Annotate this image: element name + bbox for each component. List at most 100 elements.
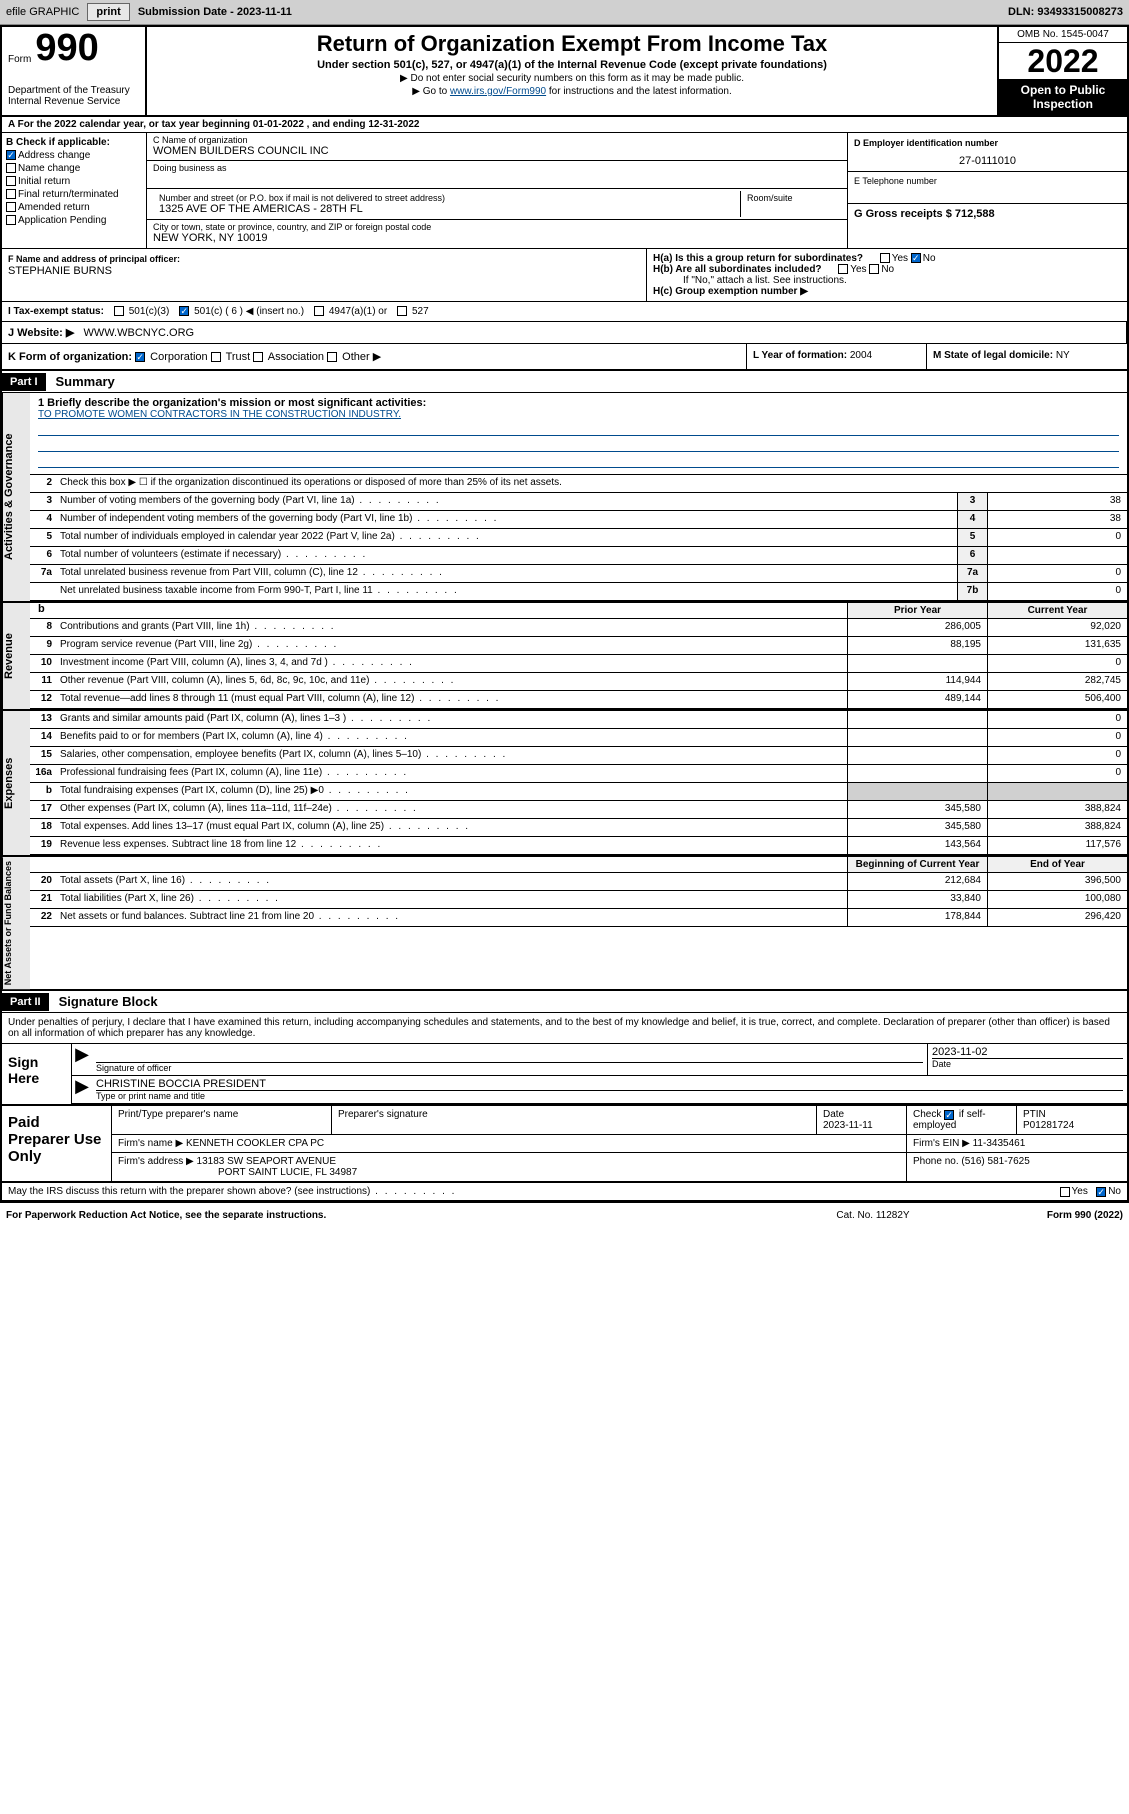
summary-line: b Total fundraising expenses (Part IX, c… <box>30 783 1127 801</box>
org-name: WOMEN BUILDERS COUNCIL INC <box>153 145 841 157</box>
summary-line: 13 Grants and similar amounts paid (Part… <box>30 711 1127 729</box>
tax-year: 2022 <box>999 43 1127 79</box>
discuss-row: May the IRS discuss this return with the… <box>2 1183 1127 1201</box>
cb-527[interactable] <box>397 306 407 316</box>
arrow-icon: ▶ <box>72 1076 92 1103</box>
header-right: OMB No. 1545-0047 2022 Open to Public In… <box>997 27 1127 115</box>
cb-self-employed[interactable] <box>944 1110 954 1120</box>
summary-line: 22 Net assets or fund balances. Subtract… <box>30 909 1127 927</box>
summary-line: Net unrelated business taxable income fr… <box>30 583 1127 601</box>
ptin: P01281724 <box>1023 1120 1074 1131</box>
gross-receipts: G Gross receipts $ 712,588 <box>854 208 995 220</box>
officer-print-name: CHRISTINE BOCCIA PRESIDENT <box>96 1078 1123 1090</box>
form-header: Form 990 Department of the Treasury Inte… <box>2 27 1127 117</box>
website: WWW.WBCNYC.ORG <box>84 327 195 339</box>
cb-ha-no[interactable] <box>911 253 921 263</box>
cb-501c3[interactable] <box>114 306 124 316</box>
summary-line: 20 Total assets (Part X, line 16) 212,68… <box>30 873 1127 891</box>
col-end: End of Year <box>987 857 1127 872</box>
cb-assoc[interactable] <box>253 352 263 362</box>
expenses-section: Expenses 13 Grants and similar amounts p… <box>2 711 1127 857</box>
penalty-text: Under penalties of perjury, I declare th… <box>2 1013 1127 1044</box>
cb-hb-no[interactable] <box>869 264 879 274</box>
form-990: Form 990 Department of the Treasury Inte… <box>0 25 1129 1203</box>
cb-app-pending[interactable] <box>6 215 16 225</box>
form-subtitle: Under section 501(c), 527, or 4947(a)(1)… <box>155 59 989 71</box>
sign-date: 2023-11-02 <box>932 1046 1123 1058</box>
cb-initial-return[interactable] <box>6 176 16 186</box>
netassets-section: Net Assets or Fund Balances Beginning of… <box>2 857 1127 991</box>
cb-ha-yes[interactable] <box>880 253 890 263</box>
state-domicile: NY <box>1056 350 1070 361</box>
cb-501c[interactable] <box>179 306 189 316</box>
header-left: Form 990 Department of the Treasury Inte… <box>2 27 147 115</box>
firm-ein: 11-3435461 <box>973 1138 1026 1149</box>
part-1-header: Part I Summary <box>2 371 1127 393</box>
arrow-icon: ▶ <box>72 1044 92 1075</box>
cb-4947[interactable] <box>314 306 324 316</box>
k-row: K Form of organization: Corporation Trus… <box>2 344 1127 371</box>
prep-date: 2023-11-11 <box>823 1120 873 1131</box>
summary-line: 6 Total number of volunteers (estimate i… <box>30 547 1127 565</box>
section-h: H(a) Is this a group return for subordin… <box>647 249 1127 301</box>
side-governance: Activities & Governance <box>2 393 30 601</box>
footer: For Paperwork Reduction Act Notice, see … <box>0 1207 1129 1224</box>
summary-line: 5 Total number of individuals employed i… <box>30 529 1127 547</box>
street: 1325 AVE OF THE AMERICAS - 28TH FL <box>159 203 734 215</box>
cb-corp[interactable] <box>135 352 145 362</box>
tax-exempt-row: I Tax-exempt status: 501(c)(3) 501(c) ( … <box>2 302 1127 322</box>
irs-label: Internal Revenue Service <box>8 96 139 107</box>
cb-discuss-yes[interactable] <box>1060 1187 1070 1197</box>
cb-discuss-no[interactable] <box>1096 1187 1106 1197</box>
section-c: C Name of organization WOMEN BUILDERS CO… <box>147 133 847 248</box>
header-mid: Return of Organization Exempt From Incom… <box>147 27 997 115</box>
submission-date: Submission Date - 2023-11-11 <box>138 6 292 18</box>
form-ref: Form 990 (2022) <box>973 1210 1123 1221</box>
summary-line: 8 Contributions and grants (Part VIII, l… <box>30 619 1127 637</box>
year-formation: 2004 <box>850 350 872 361</box>
summary-line: 4 Number of independent voting members o… <box>30 511 1127 529</box>
omb-number: OMB No. 1545-0047 <box>999 27 1127 43</box>
part-2-header: Part II Signature Block <box>2 991 1127 1013</box>
col-begin: Beginning of Current Year <box>847 857 987 872</box>
mission-block: 1 Briefly describe the organization's mi… <box>30 393 1127 475</box>
form-word: Form <box>8 54 31 65</box>
officer-name: STEPHANIE BURNS <box>8 265 112 277</box>
cb-amended[interactable] <box>6 202 16 212</box>
firm-addr2: PORT SAINT LUCIE, FL 34987 <box>118 1167 357 1178</box>
city: NEW YORK, NY 10019 <box>153 232 841 244</box>
summary-line: 17 Other expenses (Part IX, column (A), … <box>30 801 1127 819</box>
efile-label: efile GRAPHIC <box>6 6 79 18</box>
summary-line: 18 Total expenses. Add lines 13–17 (must… <box>30 819 1127 837</box>
governance-section: Activities & Governance 1 Briefly descri… <box>2 393 1127 603</box>
cb-address-change[interactable] <box>6 150 16 160</box>
summary-line: 9 Program service revenue (Part VIII, li… <box>30 637 1127 655</box>
side-expenses: Expenses <box>2 711 30 855</box>
summary-line: 21 Total liabilities (Part X, line 26) 3… <box>30 891 1127 909</box>
irs-link[interactable]: www.irs.gov/Form990 <box>450 86 546 97</box>
summary-line: 3 Number of voting members of the govern… <box>30 493 1127 511</box>
firm-phone: (516) 581-7625 <box>961 1156 1029 1167</box>
form-title: Return of Organization Exempt From Incom… <box>155 31 989 57</box>
website-row: J Website: ▶ WWW.WBCNYC.ORG <box>2 322 1127 344</box>
mission-text: TO PROMOTE WOMEN CONTRACTORS IN THE CONS… <box>38 409 1119 420</box>
cb-other[interactable] <box>327 352 337 362</box>
goto-note: ▶ Go to www.irs.gov/Form990 for instruct… <box>155 86 989 97</box>
col-current: Current Year <box>987 603 1127 618</box>
cb-hb-yes[interactable] <box>838 264 848 274</box>
dept-label: Department of the Treasury <box>8 85 139 96</box>
print-button[interactable]: print <box>87 3 129 21</box>
cb-trust[interactable] <box>211 352 221 362</box>
summary-line: 7a Total unrelated business revenue from… <box>30 565 1127 583</box>
summary-line: 12 Total revenue—add lines 8 through 11 … <box>30 691 1127 709</box>
revenue-section: Revenue b Prior Year Current Year 8 Cont… <box>2 603 1127 711</box>
summary-line: 16a Professional fundraising fees (Part … <box>30 765 1127 783</box>
summary-line: 19 Revenue less expenses. Subtract line … <box>30 837 1127 855</box>
inspection-label: Open to Public Inspection <box>999 79 1127 115</box>
ein: 27-0111010 <box>854 155 1121 167</box>
cb-name-change[interactable] <box>6 163 16 173</box>
section-b: B Check if applicable: Address change Na… <box>2 133 147 248</box>
cb-final-return[interactable] <box>6 189 16 199</box>
col-prior: Prior Year <box>847 603 987 618</box>
dln: DLN: 93493315008273 <box>1008 6 1123 18</box>
